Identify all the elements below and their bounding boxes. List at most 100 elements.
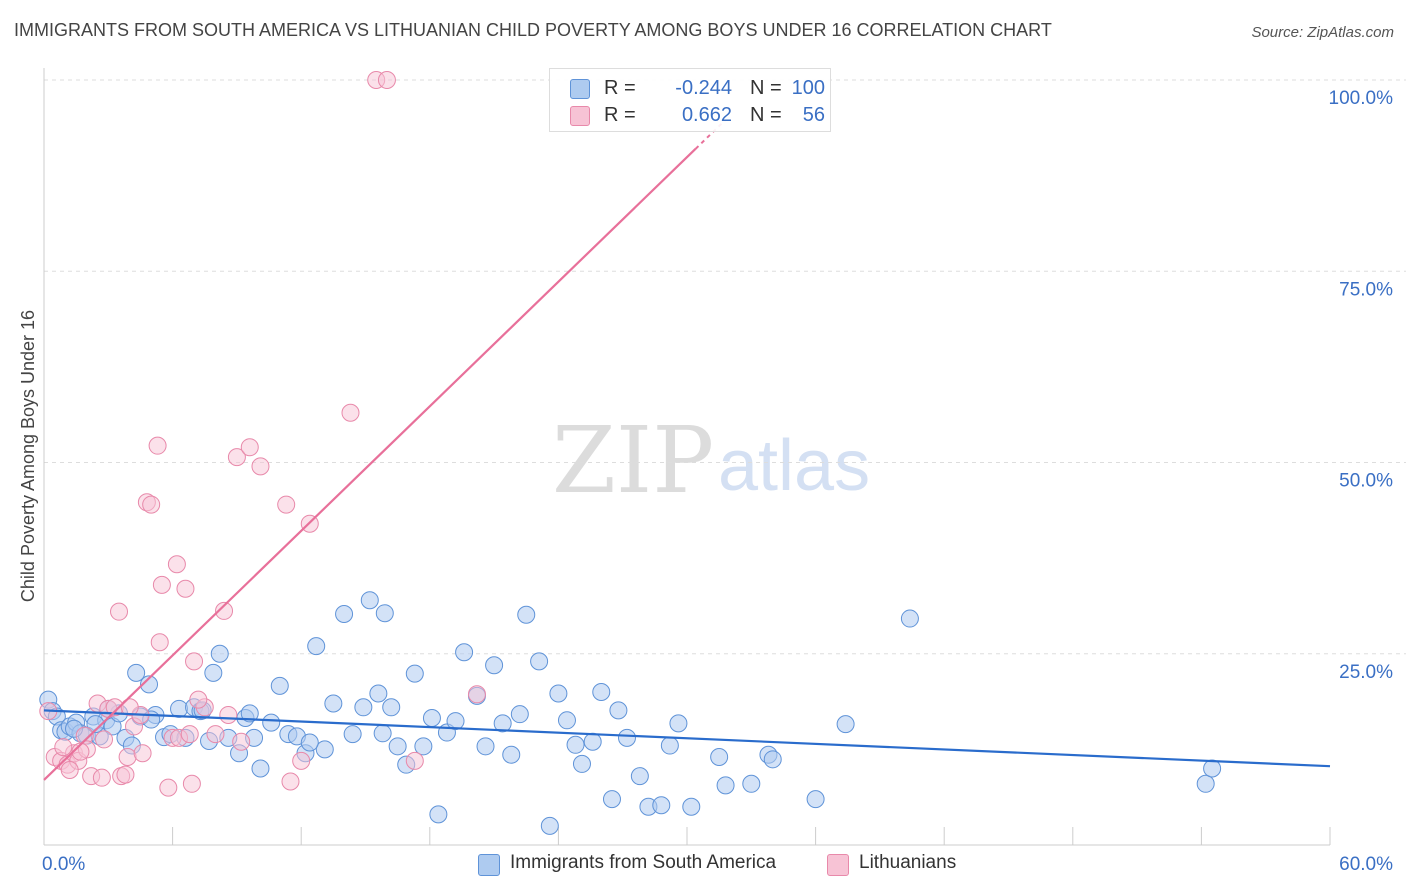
point-lithuanians [240,438,259,457]
point-immigrants [682,797,701,816]
series-immigrants-points [39,591,1222,835]
point-immigrants [517,605,536,624]
point-immigrants [502,745,521,764]
watermark-zip: ZIP [552,407,714,514]
y-tick-label: 75.0% [1339,279,1393,300]
legend-r-label: R = [604,77,636,99]
point-lithuanians [133,744,152,763]
point-immigrants [566,735,585,754]
point-lithuanians [95,730,114,749]
point-lithuanians [182,774,201,793]
point-lithuanians [227,448,246,467]
y-tick-label: 25.0% [1339,662,1393,683]
legend-swatch-blue [570,79,590,99]
point-lithuanians [118,748,137,767]
point-immigrants [324,694,343,713]
point-immigrants [485,656,504,675]
legend-label-immigrants: Immigrants from South America [510,852,777,873]
point-immigrants [270,676,289,695]
point-lithuanians [281,772,300,791]
point-lithuanians [159,778,178,797]
stats-legend: R = -0.244 N = 100 R = 0.662 N = 56 [549,68,831,132]
point-immigrants [652,796,671,815]
point-lithuanians [232,732,251,751]
point-immigrants [1203,759,1222,778]
point-lithuanians [206,725,225,744]
point-immigrants [609,701,628,720]
point-immigrants [669,714,688,733]
legend-n-label: N = [750,77,782,99]
point-immigrants [900,609,919,628]
y-axis-label: Child Poverty Among Boys Under 16 [18,310,38,602]
point-immigrants [1196,774,1215,793]
point-immigrants [583,732,602,751]
legend-n-value: 100 [791,77,825,99]
point-lithuanians [92,768,111,787]
point-immigrants [204,663,223,682]
point-immigrants [170,699,189,718]
point-immigrants [210,644,229,663]
point-immigrants [335,604,354,623]
point-lithuanians [215,601,234,620]
point-immigrants [806,790,825,809]
point-immigrants [382,698,401,717]
point-lithuanians [341,403,360,422]
point-immigrants [557,711,576,730]
point-immigrants [300,733,319,752]
point-lithuanians [176,579,195,598]
y-tick-label: 100.0% [1329,88,1394,109]
point-immigrants [630,767,649,786]
point-immigrants [572,754,591,773]
point-immigrants [140,675,159,694]
point-lithuanians [467,685,486,704]
point-lithuanians [185,652,204,671]
point-lithuanians [377,71,396,89]
legend-n-value: 56 [802,104,825,126]
legend-n-label: N = [750,104,782,126]
point-immigrants [540,816,559,835]
point-lithuanians [150,633,169,652]
point-immigrants [251,759,270,778]
point-immigrants [429,805,448,824]
point-immigrants [660,736,679,755]
point-immigrants [343,725,362,744]
point-immigrants [493,714,512,733]
trend-line-lithuanians [43,148,697,781]
watermark-atlas: atlas [718,426,870,506]
series-lithuanians-points [39,71,486,797]
legend-swatch-blue [478,854,500,876]
point-immigrants [476,737,495,756]
legend-swatch-pink [570,106,590,126]
point-immigrants [510,705,529,724]
point-immigrants [549,684,568,703]
point-lithuanians [116,765,135,784]
point-immigrants [127,663,146,682]
legend-r-label: R = [604,104,636,126]
point-lithuanians [120,698,139,717]
point-immigrants [414,737,433,756]
watermark: ZIP atlas [552,407,870,514]
point-immigrants [240,704,259,723]
legend-swatch-pink [827,854,849,876]
legend-r-value: -0.244 [675,77,732,99]
point-immigrants [592,683,611,701]
legend-label-lithuanians: Lithuanians [859,852,957,873]
point-immigrants [422,709,441,728]
point-lithuanians [142,495,161,514]
point-lithuanians [167,555,186,574]
point-lithuanians [292,751,311,770]
series-legend: Immigrants from South America Lithuanian… [0,852,1406,878]
point-immigrants [716,776,735,795]
point-immigrants [763,750,782,769]
point-lithuanians [180,725,199,744]
source-label: Source: ZipAtlas.com [1251,24,1394,41]
point-immigrants [262,713,281,732]
point-immigrants [373,724,392,743]
legend-r-value: 0.662 [681,104,732,126]
point-lithuanians [54,738,73,757]
point-lithuanians [189,690,208,709]
point-immigrants [446,712,465,731]
point-immigrants [742,774,761,793]
gridlines [44,79,1406,655]
